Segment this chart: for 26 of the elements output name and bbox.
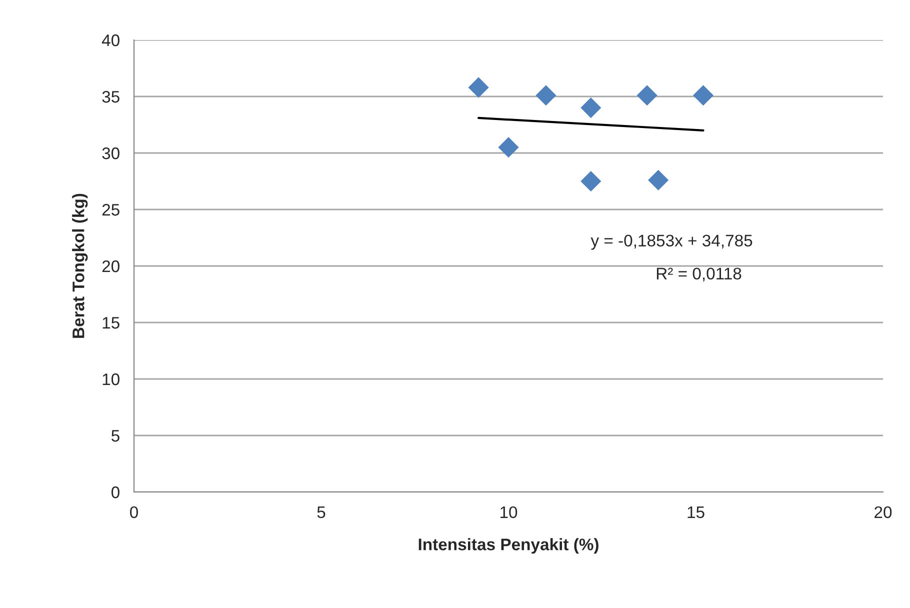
point	[468, 77, 489, 98]
x-tick-label: 15	[688, 506, 704, 518]
x-tick-label: 10	[500, 506, 518, 518]
point	[692, 85, 714, 106]
annotation: R² = 0,0118	[656, 268, 742, 282]
y-tick-label: 5	[112, 430, 120, 442]
y-tick-label: 40	[102, 34, 120, 46]
x-tick-label: 5	[317, 506, 326, 518]
y-tick-label: 15	[102, 317, 120, 329]
y-tick-label: 25	[102, 204, 120, 216]
annotation: y = -0,1853x + 34,785	[590, 234, 752, 250]
x-tick-label: 20	[874, 506, 892, 518]
y-axis-title: Berat Tongkol (kg)	[72, 194, 88, 338]
y-tick-label: 35	[102, 90, 120, 103]
point	[636, 85, 658, 106]
point	[648, 170, 669, 190]
x-axis-title: Intensitas Penyakit (%)	[418, 538, 598, 554]
y-tick-label: 20	[102, 260, 120, 272]
x-tick-label: 0	[130, 506, 138, 518]
y-tick-label: 0	[111, 486, 120, 498]
point	[580, 98, 602, 118]
point	[580, 170, 602, 192]
point	[498, 137, 519, 158]
y-tick-label: 10	[102, 373, 120, 386]
point	[536, 85, 556, 106]
y-tick-label: 30	[102, 147, 120, 160]
